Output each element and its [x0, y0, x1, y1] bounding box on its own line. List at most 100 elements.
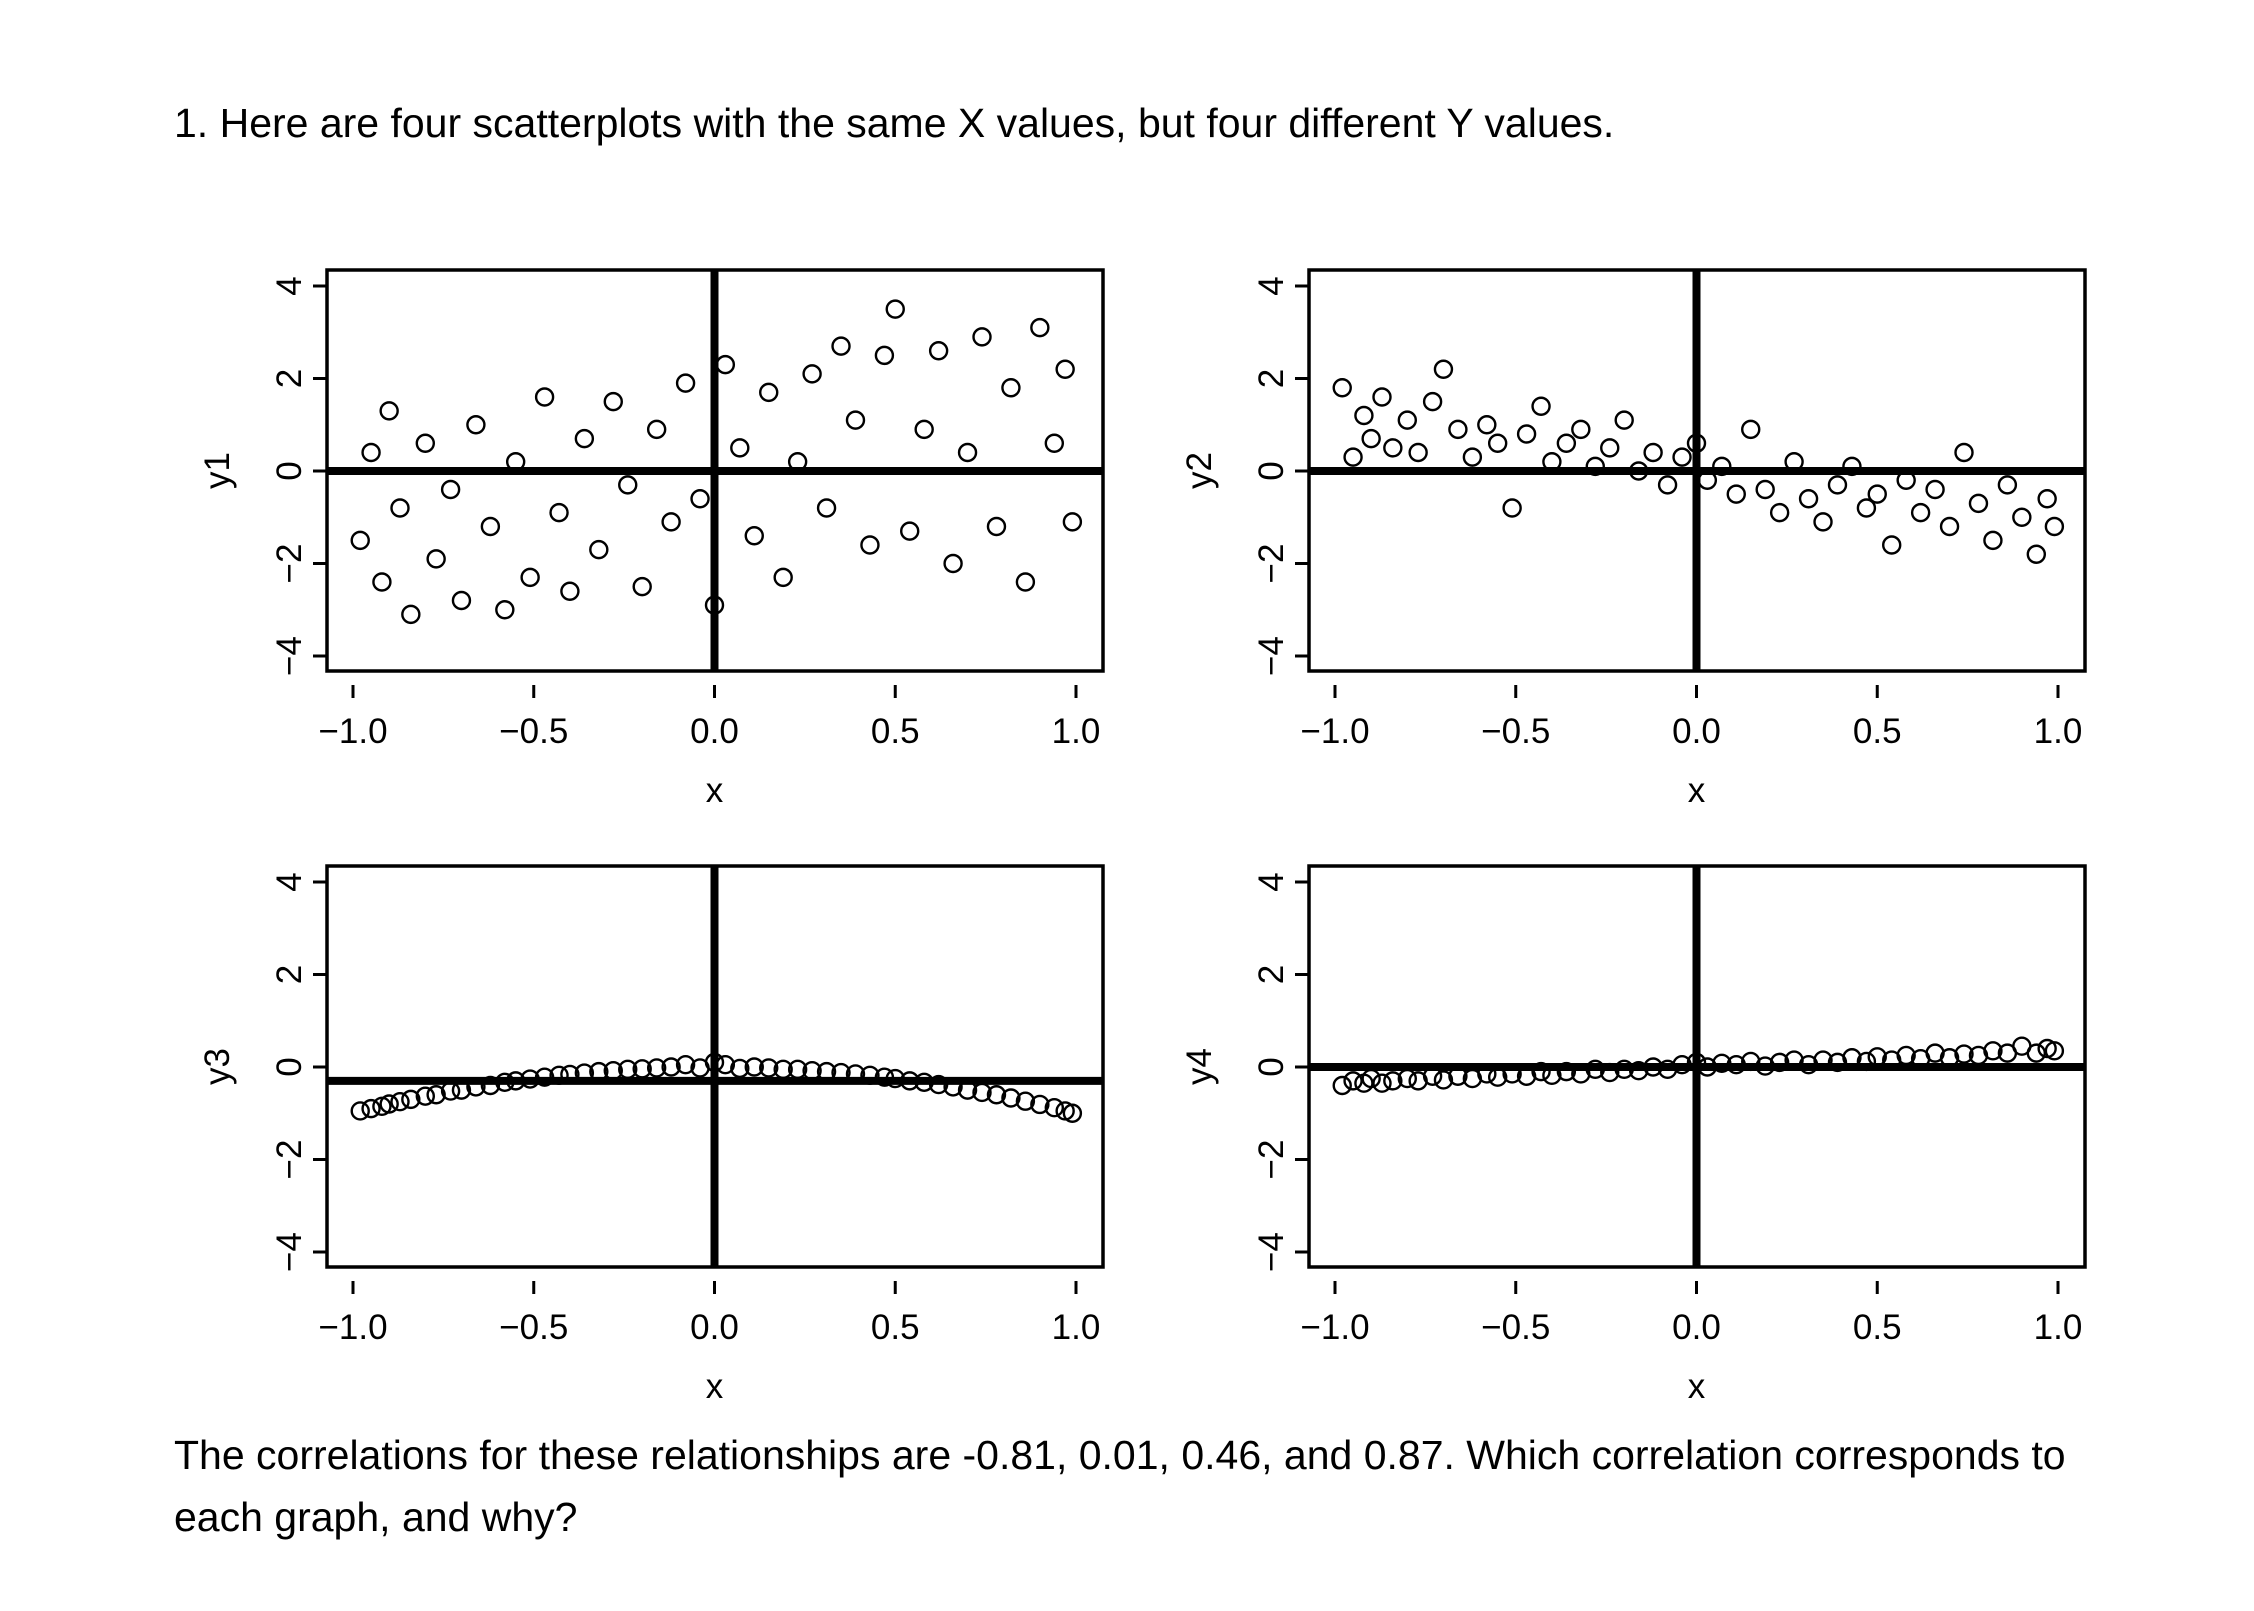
data-point — [2044, 1041, 2065, 1061]
y-tick-label: 2 — [1252, 369, 1291, 388]
y-tick-label: 2 — [270, 965, 309, 984]
data-point — [900, 521, 920, 541]
question-text: The correlations for these relationships… — [174, 1432, 2066, 1540]
data-point — [675, 373, 696, 393]
data-point — [632, 576, 652, 597]
data-point — [1516, 424, 1537, 444]
data-point — [350, 1101, 370, 1121]
data-point — [1422, 391, 1443, 412]
y-tick-label: −2 — [1252, 544, 1291, 584]
scatterplot-y4: −1.0 −0.5 0.0 0.5 1.0 −4 −2 0 2 4 x y4 — [1180, 864, 2087, 1406]
x-axis-label: x — [706, 771, 724, 810]
y-tick-label: −4 — [270, 636, 309, 676]
data-point — [661, 512, 681, 532]
data-point — [2044, 516, 2065, 537]
data-point — [1827, 475, 1848, 495]
data-point — [914, 419, 934, 440]
data-point — [690, 489, 710, 509]
data-point — [1343, 1071, 1363, 1091]
data-point — [715, 354, 736, 375]
data-point — [1044, 433, 1065, 453]
y-tick-label: 4 — [270, 276, 309, 295]
data-point — [1983, 530, 2003, 551]
data-point — [1531, 396, 1551, 416]
data-point — [1372, 1073, 1392, 1093]
x-tick-label: 0.0 — [690, 712, 739, 751]
data-point — [2026, 544, 2047, 564]
data-point — [1343, 447, 1363, 467]
data-point — [928, 341, 949, 361]
x-tick-label: −0.5 — [499, 712, 568, 751]
data-point — [1062, 512, 1083, 532]
data-point — [1408, 442, 1428, 463]
y-tick-label: 0 — [1252, 1057, 1291, 1076]
data-point — [1030, 1094, 1050, 1115]
data-point — [744, 1057, 764, 1077]
data-point — [520, 567, 540, 588]
x-tick-label: 1.0 — [1052, 712, 1101, 751]
y-tick-label: 2 — [1252, 965, 1291, 984]
data-point — [1867, 484, 1887, 504]
y-tick-label: 4 — [1252, 872, 1291, 891]
data-point — [390, 1091, 410, 1112]
data-point — [1657, 475, 1678, 495]
data-point — [426, 549, 446, 569]
data-point — [972, 327, 992, 347]
data-point — [2026, 1043, 2047, 1063]
y-tick-label: −2 — [1252, 1140, 1291, 1180]
data-point — [1954, 442, 1974, 463]
data-point — [1397, 410, 1418, 430]
data-point — [1433, 359, 1454, 379]
data-point — [2037, 489, 2057, 509]
data-point — [1571, 419, 1591, 440]
data-point — [1643, 442, 1663, 463]
y-tick-label: −2 — [270, 1140, 309, 1180]
y-tick-label: −4 — [1252, 1232, 1291, 1272]
x-tick-label: 1.0 — [1052, 1308, 1101, 1347]
data-point — [1462, 447, 1483, 467]
data-point — [1332, 1075, 1352, 1096]
data-point — [759, 1058, 779, 1078]
data-point — [986, 516, 1007, 537]
data-point — [860, 535, 880, 555]
data-point — [1015, 1091, 1036, 1111]
data-point — [1856, 498, 1877, 518]
scatterplot-y3: −1.0 −0.5 0.0 0.5 1.0 −4 −2 0 2 4 x y3 — [198, 864, 1105, 1406]
x-tick-label: 0.5 — [871, 1308, 920, 1347]
data-point — [874, 345, 895, 366]
data-point — [1741, 419, 1761, 440]
y-tick-label: −4 — [270, 1232, 309, 1272]
x-tick-label: 0.0 — [690, 1308, 739, 1347]
data-point — [574, 428, 595, 449]
y-tick-label: 0 — [1252, 461, 1291, 480]
data-point — [1448, 419, 1468, 440]
y-axis-label: y1 — [198, 452, 237, 489]
data-point — [845, 410, 866, 430]
data-point — [1672, 447, 1692, 467]
data-point — [802, 364, 822, 384]
data-point — [661, 1057, 681, 1077]
data-point — [646, 1058, 667, 1078]
data-point — [1030, 317, 1050, 338]
data-point — [986, 1085, 1007, 1105]
y-tick-label: 4 — [270, 872, 309, 891]
x-tick-label: 0.5 — [1853, 1308, 1902, 1347]
data-point — [361, 1098, 381, 1119]
data-point — [646, 419, 667, 440]
data-point — [730, 438, 750, 458]
x-tick-label: −1.0 — [318, 712, 387, 751]
x-tick-label: −1.0 — [318, 1308, 387, 1347]
data-point — [350, 530, 370, 551]
data-point — [495, 600, 515, 620]
data-point — [560, 581, 580, 601]
data-point — [440, 479, 461, 500]
data-point — [1354, 405, 1374, 426]
scatterplot-y2: −1.0 −0.5 0.0 0.5 1.0 −4 −2 0 2 4 x y2 — [1180, 268, 2087, 810]
data-point — [1910, 502, 1931, 523]
data-point — [1055, 359, 1075, 379]
x-tick-label: 0.0 — [1672, 712, 1721, 751]
data-point — [1600, 438, 1620, 458]
x-tick-label: −0.5 — [499, 1308, 568, 1347]
data-point — [451, 590, 472, 611]
